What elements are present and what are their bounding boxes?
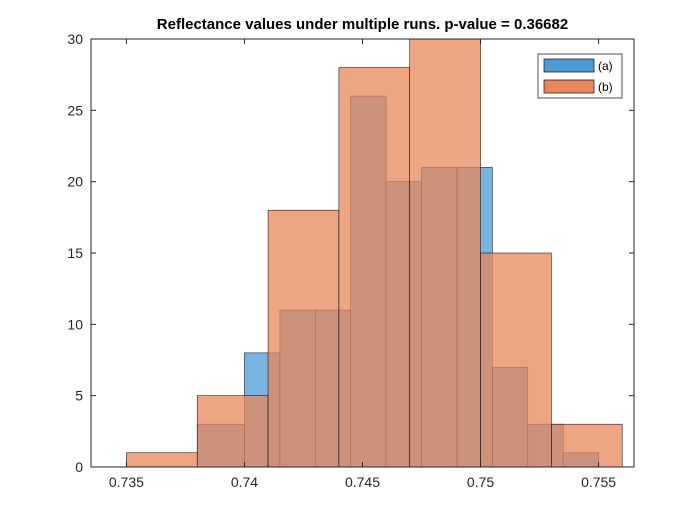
x-tick-label: 0.745 (345, 474, 380, 490)
series-b-bars (126, 38, 623, 468)
y-tick-label: 20 (67, 174, 83, 190)
y-tick-label: 0 (75, 459, 83, 475)
legend-swatch-a (543, 58, 595, 73)
x-tick-label: 0.75 (467, 474, 494, 490)
legend-label-b: (b) (598, 80, 613, 94)
bar-b-0 (126, 452, 198, 468)
bar-b-1 (196, 395, 269, 468)
y-tick-label: 30 (67, 31, 83, 47)
y-tick-label: 10 (67, 316, 83, 332)
bar-b-2 (267, 209, 340, 468)
y-axis-ticks: 0 5 10 15 20 25 30 (67, 31, 634, 475)
chart-title: Reflectance values under multiple runs. … (157, 16, 568, 33)
legend-swatch-b (543, 79, 595, 94)
y-tick-label: 5 (75, 388, 83, 404)
x-axis-ticks: 0.735 0.74 0.745 0.75 0.755 (109, 39, 616, 490)
legend-label-a: (a) (598, 59, 613, 73)
x-tick-label: 0.735 (109, 474, 144, 490)
bar-b-4 (409, 38, 481, 468)
y-tick-label: 15 (67, 245, 83, 261)
bar-b-6 (551, 423, 623, 468)
y-tick-label: 25 (67, 102, 83, 118)
bar-b-3 (338, 67, 411, 468)
legend: (a) (b) (537, 53, 623, 99)
bar-b-5 (480, 252, 552, 468)
x-tick-label: 0.74 (231, 474, 258, 490)
x-tick-label: 0.755 (581, 474, 616, 490)
